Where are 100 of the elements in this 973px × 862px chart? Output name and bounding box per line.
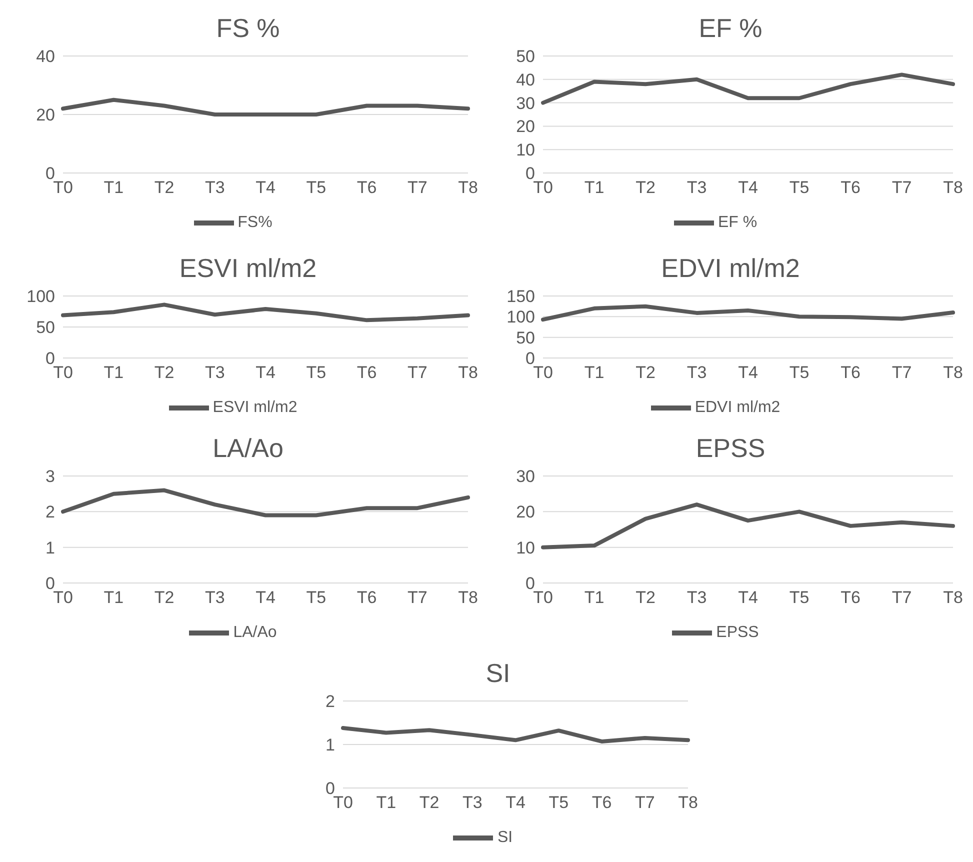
y-tick-label: 0 [526, 574, 535, 594]
x-tick-label: T7 [892, 588, 912, 608]
chart-title: LA/Ao [212, 432, 284, 465]
chart-title: EDVI ml/m2 [660, 252, 801, 285]
y-tick-label: 150 [506, 287, 535, 306]
x-tick-label: T2 [636, 178, 656, 198]
line-series [541, 304, 955, 322]
x-tick-label: T4 [506, 793, 526, 812]
y-tick-label: 50 [36, 318, 55, 338]
x-tick-label: T6 [356, 178, 377, 198]
x-tick-label: T5 [789, 363, 810, 382]
x-tick-label: T1 [104, 178, 124, 198]
x-tick-label: T4 [738, 178, 758, 198]
x-tick-label: T6 [840, 363, 860, 382]
x-tick-label: T3 [204, 588, 225, 608]
y-tick-label: 40 [36, 47, 55, 66]
x-tick-label: T8 [678, 793, 698, 812]
x-tick-label: T3 [686, 178, 707, 198]
x-tick-label: T6 [592, 793, 612, 812]
x-tick-label: T1 [584, 588, 604, 608]
x-tick-label: T2 [154, 363, 174, 382]
line-series [61, 488, 470, 518]
x-tick-label: T7 [407, 363, 428, 382]
x-tick-label: T8 [458, 363, 478, 382]
chart-title: FS % [215, 12, 281, 45]
x-tick-label: T0 [533, 588, 553, 608]
chart-title: EF % [698, 12, 764, 45]
x-tick-label: T4 [738, 363, 758, 382]
x-tick-label: T2 [636, 588, 656, 608]
legend-label: SI [497, 829, 513, 846]
x-tick-label: T0 [53, 588, 73, 608]
x-tick-label: T8 [458, 588, 478, 608]
y-tick-label: 20 [36, 106, 55, 125]
legend-label: EF % [718, 214, 758, 232]
legend-label: EPSS [716, 624, 759, 642]
y-tick-label: 20 [516, 502, 535, 522]
y-tick-label: 2 [46, 502, 55, 522]
x-tick-label: T8 [943, 178, 963, 198]
line-series [341, 726, 690, 744]
legend-label: LA/Ao [233, 624, 277, 642]
x-tick-label: T2 [419, 793, 440, 812]
x-tick-label: T0 [53, 363, 73, 382]
y-tick-label: 50 [516, 328, 535, 348]
y-tick-label: 100 [26, 287, 55, 306]
x-tick-label: T4 [256, 178, 276, 198]
y-tick-label: 0 [46, 574, 55, 594]
y-tick-label: 0 [526, 164, 535, 184]
x-tick-label: T6 [356, 588, 377, 608]
x-tick-label: T7 [892, 178, 912, 198]
chart-title: ESVI ml/m2 [178, 252, 318, 285]
x-tick-label: T6 [356, 363, 377, 382]
y-tick-label: 0 [326, 779, 335, 798]
line-series [541, 72, 955, 105]
x-tick-label: T1 [584, 178, 604, 198]
x-tick-label: T5 [548, 793, 569, 812]
y-tick-label: 0 [46, 164, 55, 184]
x-tick-label: T5 [306, 178, 326, 198]
x-tick-label: T8 [943, 588, 963, 608]
y-tick-label: 30 [516, 94, 535, 113]
x-tick-label: T5 [789, 588, 810, 608]
y-tick-label: 1 [326, 736, 335, 755]
y-tick-label: 50 [516, 47, 535, 66]
chart-title: EPSS [694, 432, 766, 465]
x-tick-label: T1 [584, 363, 604, 382]
x-tick-label: T7 [407, 588, 428, 608]
legend-label: FS% [238, 214, 272, 232]
line-series [61, 98, 470, 116]
x-tick-label: T2 [636, 363, 656, 382]
y-tick-label: 3 [46, 467, 55, 486]
y-tick-label: 2 [326, 692, 335, 712]
y-tick-label: 0 [46, 349, 55, 368]
x-tick-label: T1 [104, 588, 124, 608]
x-tick-label: T0 [53, 178, 73, 198]
x-tick-label: T5 [789, 178, 810, 198]
x-tick-label: T4 [256, 588, 276, 608]
x-tick-label: T3 [204, 363, 225, 382]
x-tick-label: T3 [686, 363, 707, 382]
line-series [541, 502, 955, 550]
x-tick-label: T0 [533, 178, 553, 198]
x-tick-label: T1 [104, 363, 124, 382]
y-tick-label: 40 [516, 70, 535, 90]
y-tick-label: 1 [46, 538, 55, 558]
x-tick-label: T5 [306, 363, 326, 382]
x-tick-label: T7 [892, 363, 912, 382]
x-tick-label: T0 [533, 363, 553, 382]
x-tick-label: T2 [154, 588, 174, 608]
x-tick-label: T3 [204, 178, 225, 198]
line-series [61, 302, 470, 322]
y-tick-label: 30 [516, 467, 535, 486]
x-tick-label: T4 [256, 363, 276, 382]
y-tick-label: 20 [516, 117, 535, 136]
x-tick-label: T6 [840, 588, 860, 608]
x-tick-label: T3 [686, 588, 707, 608]
y-tick-label: 10 [516, 538, 535, 558]
x-tick-label: T3 [462, 793, 482, 812]
y-tick-label: 100 [506, 308, 535, 327]
x-tick-label: T1 [376, 793, 396, 812]
x-tick-label: T4 [738, 588, 758, 608]
chart-title: SI [484, 657, 512, 690]
y-tick-label: 10 [516, 140, 535, 160]
